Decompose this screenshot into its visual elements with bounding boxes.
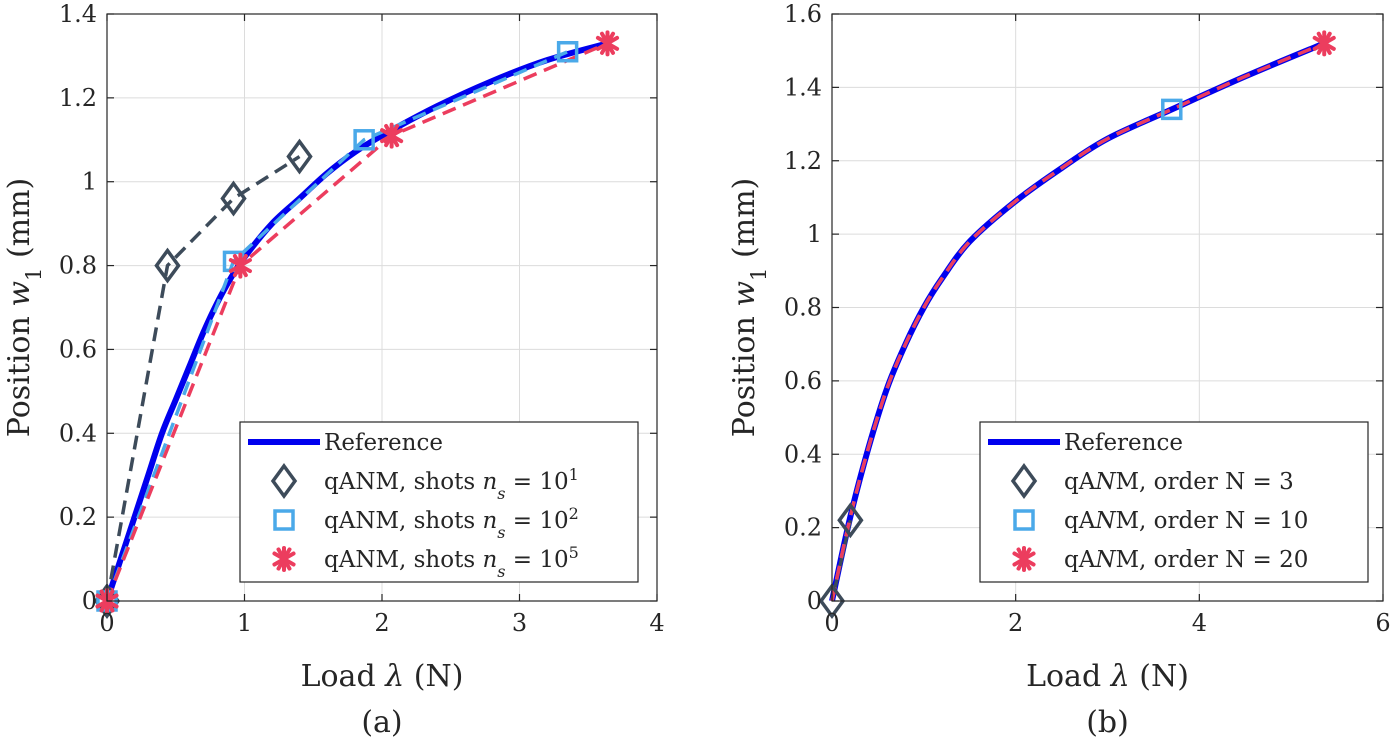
y-tick-label-a-1: 0.2 — [59, 503, 97, 531]
ticks-b: 0 2 4 6 0 0.2 0.4 0.6 0.8 1 1.2 1.4 1.6 — [784, 0, 1391, 637]
data-point-a-1-2 — [220, 180, 247, 217]
legend-swatch-a-2 — [273, 509, 295, 531]
data-point-a-3-1 — [228, 252, 252, 279]
legend-swatch-a-1 — [270, 463, 298, 499]
data-point-a-1-3 — [286, 138, 313, 175]
curves-a — [93, 30, 620, 619]
legend-swatch-b-3 — [1012, 546, 1036, 572]
legend-label-a-1: qANM, shots ns = 101 — [324, 465, 579, 503]
y-tick-label-b-2: 0.4 — [784, 440, 822, 468]
y-tick-label-a-0: 0 — [82, 587, 97, 615]
x-tick-label-a-2: 2 — [374, 609, 389, 637]
legend-swatch-b-1 — [1010, 463, 1038, 499]
x-tick-label-a-1: 1 — [237, 609, 252, 637]
y-tick-label-a-5: 1 — [82, 168, 97, 196]
curves-b — [818, 30, 1336, 619]
legend-b: Reference qANM, order N = 3 qANM, order N … — [979, 421, 1369, 583]
y-tick-label-b-7: 1.4 — [784, 73, 822, 101]
legend-swatch-b-2 — [1013, 509, 1035, 531]
legend-label-b-3: qANM, order N = 20 — [1064, 547, 1308, 573]
y-tick-label-a-3: 0.6 — [59, 335, 97, 363]
caption-a: (a) — [361, 705, 402, 740]
y-tick-label-b-5: 1 — [807, 220, 822, 248]
data-point-a-3-2 — [380, 122, 404, 149]
chart-panel-b: 0 2 4 6 0 0.2 0.4 0.6 0.8 1 1.2 1.4 1.6 Load λ (N) P… — [727, 0, 1391, 740]
y-tick-label-b-0: 0 — [807, 587, 822, 615]
data-point-b-1-0 — [818, 583, 846, 619]
series-line-a-1 — [105, 155, 301, 602]
data-point-a-2-3 — [556, 40, 579, 63]
x-tick-label-b-2: 4 — [1192, 609, 1207, 637]
data-point-b-1-1 — [837, 502, 864, 539]
chart-panel-a: 0 1 2 3 4 0 0.2 0.4 0.6 0.8 1 1.2 1.4 Load λ (N) Pos… — [2, 0, 665, 740]
ticks-a: 0 1 2 3 4 0 0.2 0.4 0.6 0.8 1 1.2 1.4 — [59, 0, 665, 637]
legend-frame-a — [239, 421, 639, 583]
x-tick-label-a-4: 4 — [649, 609, 664, 637]
legend-frame-b — [979, 421, 1369, 583]
data-point-b-2-11 — [1161, 98, 1183, 121]
y-tick-label-a-4: 0.8 — [59, 252, 97, 280]
legend-label-a-3: qANM, shots ns = 105 — [324, 543, 579, 581]
y-tick-label-b-3: 0.6 — [784, 367, 822, 395]
x-axis-label-a: Load λ (N) — [301, 659, 464, 694]
legend-label-a-0: Reference — [324, 430, 443, 456]
series-line-b-3 — [830, 41, 1325, 602]
series-line-a-2 — [105, 50, 569, 602]
data-point-a-1-1 — [154, 247, 181, 284]
legend-label-b-1: qANM, order N = 3 — [1064, 469, 1294, 495]
y-tick-label-b-8: 1.6 — [784, 0, 822, 28]
legend-label-b-0: Reference — [1064, 430, 1183, 456]
series-line-a-3 — [105, 41, 609, 602]
y-tick-label-a-2: 0.4 — [59, 419, 97, 447]
x-tick-label-b-1: 2 — [1008, 609, 1023, 637]
data-point-a-3-3 — [595, 30, 620, 57]
y-tick-label-b-1: 0.2 — [784, 514, 822, 542]
x-axis-label-b: Load λ (N) — [1026, 659, 1189, 694]
y-tick-label-a-6: 1.2 — [59, 84, 97, 112]
caption-b: (b) — [1086, 705, 1129, 740]
x-tick-label-a-0: 0 — [99, 609, 114, 637]
x-tick-label-b-0: 0 — [824, 609, 839, 637]
y-tick-label-b-4: 0.8 — [784, 294, 822, 322]
x-tick-label-b-3: 6 — [1375, 609, 1390, 637]
y-tick-label-b-6: 1.2 — [784, 147, 822, 175]
x-tick-label-a-3: 3 — [512, 609, 527, 637]
data-point-a-2-2 — [353, 129, 375, 151]
legend-label-b-2: qANM, order N = 10 — [1064, 508, 1308, 534]
y-tick-label-a-7: 1.4 — [59, 0, 97, 28]
data-point-b-3-13 — [1312, 30, 1336, 57]
y-axis-label-a: Position w1 (mm) — [2, 178, 46, 438]
legend-label-a-2: qANM, shots ns = 102 — [324, 504, 579, 542]
legend-swatch-a-3 — [272, 546, 296, 572]
y-axis-label-b: Position w1 (mm) — [727, 178, 771, 438]
